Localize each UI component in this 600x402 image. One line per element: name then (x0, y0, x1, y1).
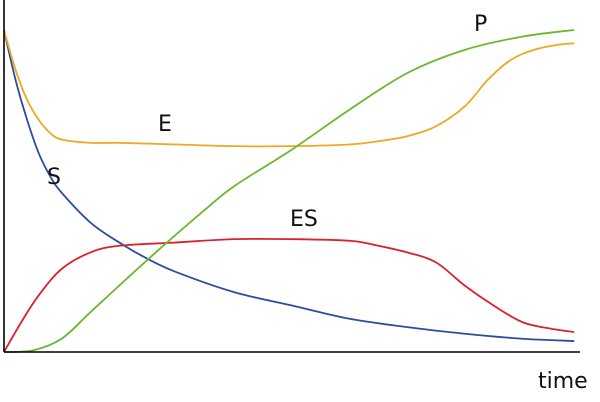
x-axis-label: time (538, 369, 588, 394)
curve (3, 29, 575, 342)
curve (3, 29, 575, 148)
series-label: E (158, 112, 172, 137)
series-label: P (474, 12, 487, 37)
curve (3, 29, 575, 353)
curve (3, 237, 575, 353)
curves (3, 29, 575, 353)
series-label: ES (290, 207, 318, 232)
series-label: S (47, 165, 61, 190)
